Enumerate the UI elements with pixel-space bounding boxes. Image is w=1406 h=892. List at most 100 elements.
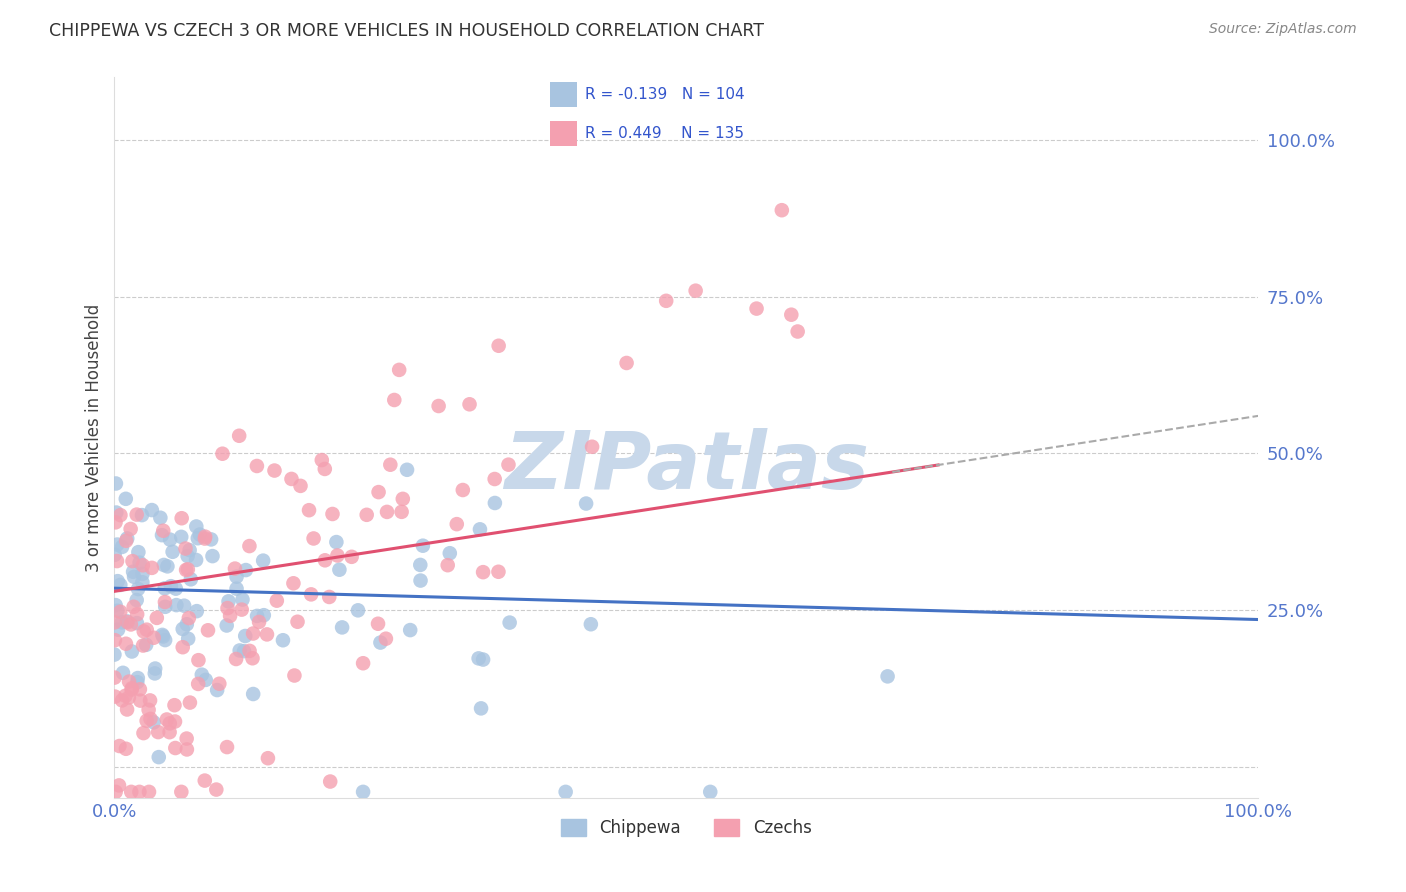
Point	[399, 623, 422, 637]
Point	[150, 528, 173, 542]
Point	[170, 530, 193, 544]
Point	[148, 750, 170, 764]
Point	[396, 463, 419, 477]
Point	[132, 639, 155, 653]
Point	[290, 479, 312, 493]
Point	[108, 739, 131, 753]
Point	[197, 624, 219, 638]
Point	[391, 491, 413, 506]
Point	[186, 519, 208, 533]
Point	[128, 785, 150, 799]
Point	[107, 574, 129, 589]
Point	[246, 458, 269, 473]
Point	[228, 429, 250, 443]
Point	[104, 476, 127, 491]
Point	[150, 628, 173, 642]
Point	[194, 673, 217, 687]
Point	[388, 363, 411, 377]
Point	[472, 565, 495, 579]
Point	[142, 631, 165, 645]
Point	[215, 618, 238, 632]
Point	[391, 505, 413, 519]
Point	[105, 538, 128, 552]
Text: ZIPatlas: ZIPatlas	[503, 427, 869, 506]
Point	[120, 522, 142, 536]
Point	[125, 593, 148, 607]
Point	[468, 522, 491, 536]
Point	[131, 508, 153, 522]
Point	[176, 742, 198, 756]
Point	[104, 785, 127, 799]
Point	[153, 595, 176, 609]
Point	[233, 644, 256, 658]
Point	[103, 648, 125, 662]
Point	[110, 508, 132, 522]
Point	[159, 716, 181, 731]
Point	[110, 578, 132, 592]
Point	[160, 579, 183, 593]
Point	[266, 593, 288, 607]
Point	[194, 532, 217, 546]
Point	[409, 558, 432, 572]
Point	[143, 666, 166, 681]
Point	[177, 562, 200, 576]
Point	[231, 592, 253, 607]
Point	[263, 464, 285, 478]
Point	[159, 533, 181, 547]
Point	[325, 535, 347, 549]
Point	[699, 785, 721, 799]
Point	[224, 561, 246, 575]
Text: R = 0.449    N = 135: R = 0.449 N = 135	[585, 126, 744, 141]
Point	[217, 601, 239, 615]
Point	[472, 652, 495, 666]
Point	[128, 682, 150, 697]
Point	[115, 741, 138, 756]
Point	[127, 675, 149, 690]
Point	[153, 558, 176, 572]
Point	[328, 563, 350, 577]
Point	[326, 549, 349, 563]
Point	[786, 325, 808, 339]
Point	[156, 713, 179, 727]
Point	[128, 556, 150, 570]
Point	[439, 546, 461, 560]
Point	[247, 615, 270, 629]
Point	[122, 565, 145, 579]
Point	[367, 616, 389, 631]
Point	[246, 608, 269, 623]
Point	[107, 623, 129, 637]
Point	[655, 293, 678, 308]
Point	[141, 561, 163, 575]
Point	[103, 615, 125, 630]
Point	[467, 651, 489, 665]
Point	[409, 574, 432, 588]
Point	[427, 399, 450, 413]
Point	[135, 714, 157, 728]
Point	[253, 608, 276, 623]
Point	[121, 682, 143, 697]
Y-axis label: 3 or more Vehicles in Household: 3 or more Vehicles in Household	[86, 303, 103, 572]
Point	[138, 785, 160, 799]
Point	[215, 740, 238, 755]
Point	[146, 725, 169, 739]
Point	[242, 687, 264, 701]
Point	[436, 558, 458, 573]
Point	[228, 643, 250, 657]
Point	[194, 773, 217, 788]
Point	[120, 785, 142, 799]
Point	[118, 690, 141, 705]
Point	[451, 483, 474, 497]
Point	[162, 545, 184, 559]
Point	[321, 507, 343, 521]
Point	[205, 683, 228, 698]
Point	[187, 653, 209, 667]
Point	[257, 751, 280, 765]
Point	[111, 540, 134, 554]
Point	[115, 615, 138, 629]
Point	[352, 785, 374, 799]
Point	[176, 617, 198, 632]
Point	[382, 392, 405, 407]
Point	[127, 607, 149, 622]
Point	[374, 632, 396, 646]
Point	[141, 503, 163, 517]
